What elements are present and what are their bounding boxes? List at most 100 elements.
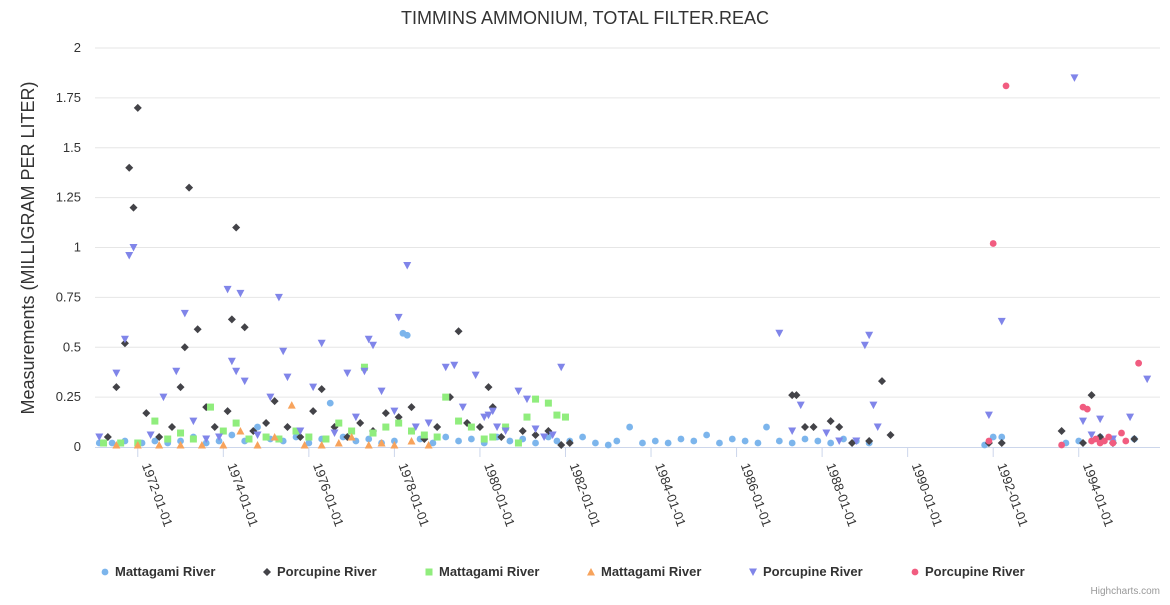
data-point: [506, 437, 514, 445]
data-point: [484, 411, 493, 420]
data-point: [159, 393, 168, 402]
y-tick-label: 0.75: [56, 289, 81, 304]
data-point: [305, 439, 313, 447]
data-point: [395, 419, 403, 427]
y-tick-label: 1.25: [56, 190, 81, 205]
data-point: [403, 261, 412, 270]
data-point: [835, 423, 844, 432]
y-tick-label: 1.75: [56, 90, 81, 105]
data-point: [227, 315, 236, 324]
data-point: [475, 423, 484, 432]
x-tick-label: 1976-01-01: [310, 461, 347, 529]
data-point: [502, 423, 510, 431]
legend-label: Porcupine River: [763, 564, 863, 579]
x-tick-label: 1990-01-01: [909, 461, 946, 529]
x-tick-label: 1992-01-01: [994, 461, 1031, 529]
data-point: [253, 431, 262, 440]
data-point: [164, 435, 172, 443]
data-point: [827, 439, 835, 447]
data-point: [279, 347, 288, 356]
data-point: [95, 433, 104, 442]
data-point: [455, 417, 463, 425]
data-point: [467, 423, 475, 431]
x-tick-label: 1974-01-01: [224, 461, 261, 529]
x-tick-label: 1988-01-01: [823, 461, 860, 529]
data-point: [407, 437, 416, 445]
data-point: [365, 435, 373, 443]
data-point: [788, 427, 797, 436]
legend-marker: [263, 568, 271, 576]
data-point: [488, 407, 497, 416]
legend-marker: [587, 568, 595, 576]
legend-item[interactable]: Mattagami River: [101, 564, 216, 579]
data-point: [728, 435, 736, 443]
data-point: [296, 427, 305, 436]
data-point: [292, 433, 300, 441]
legend-item[interactable]: Porcupine River: [911, 564, 1025, 579]
data-point: [322, 435, 330, 443]
legend-item[interactable]: Mattagami River: [587, 564, 701, 579]
series-3: [112, 401, 433, 449]
data-point: [441, 363, 450, 372]
data-point: [330, 429, 339, 438]
data-point: [382, 423, 390, 431]
data-point: [998, 433, 1006, 441]
legend-item[interactable]: Porcupine River: [749, 564, 863, 579]
legend-item[interactable]: Porcupine River: [263, 564, 377, 579]
data-point: [108, 439, 116, 447]
gridlines: [95, 47, 1160, 398]
data-point: [317, 385, 326, 394]
data-point: [801, 423, 809, 432]
data-point: [151, 437, 159, 445]
x-tick-label: 1986-01-01: [738, 461, 775, 529]
data-point: [997, 439, 1006, 448]
data-point: [334, 439, 343, 447]
data-point: [236, 427, 245, 435]
data-point: [266, 393, 275, 402]
data-point: [219, 441, 228, 449]
data-point: [592, 439, 599, 447]
data-point: [840, 435, 847, 443]
data-point: [484, 383, 493, 392]
data-point: [142, 409, 151, 418]
data-point: [309, 383, 318, 392]
data-point: [814, 437, 822, 445]
data-point: [100, 439, 108, 447]
data-point: [514, 439, 522, 447]
legend-item[interactable]: Mattagami River: [425, 564, 540, 579]
data-point: [1070, 74, 1079, 82]
data-point: [1092, 435, 1100, 443]
data-point: [865, 331, 874, 340]
data-point: [377, 439, 386, 447]
data-point: [775, 437, 783, 445]
x-tick-label: 1994-01-01: [1080, 461, 1117, 529]
data-point: [489, 433, 497, 441]
data-point: [848, 439, 857, 448]
data-point: [480, 435, 488, 443]
data-point: [189, 435, 197, 443]
legend-marker: [101, 568, 109, 576]
data-point: [741, 437, 749, 445]
data-point: [296, 433, 305, 442]
data-point: [240, 323, 249, 332]
data-point: [317, 339, 326, 348]
data-point: [557, 441, 566, 450]
x-axis-ticks: 1972-01-01 1974-01-01 1976-01-01 1978-01-01…: [137, 447, 1117, 529]
data-point: [1079, 417, 1088, 426]
legend: Mattagami River Porcupine River Mattagami …: [101, 564, 1025, 579]
data-point: [1096, 415, 1105, 424]
data-point: [180, 309, 189, 318]
y-axis-ticks: 0 0.25 0.5 0.75 1 1.25 1.5 1.75 2: [56, 40, 81, 454]
data-point: [305, 433, 313, 441]
data-point: [245, 435, 253, 443]
legend-marker: [425, 568, 433, 576]
data-point: [369, 429, 377, 437]
legend-label: Porcupine River: [925, 564, 1025, 579]
data-point: [292, 427, 300, 435]
data-point: [557, 363, 566, 372]
data-point: [172, 367, 181, 376]
credits-link[interactable]: Highcharts.com: [1091, 586, 1160, 597]
data-point: [394, 413, 403, 422]
data-point: [561, 413, 569, 421]
data-point: [185, 183, 194, 192]
